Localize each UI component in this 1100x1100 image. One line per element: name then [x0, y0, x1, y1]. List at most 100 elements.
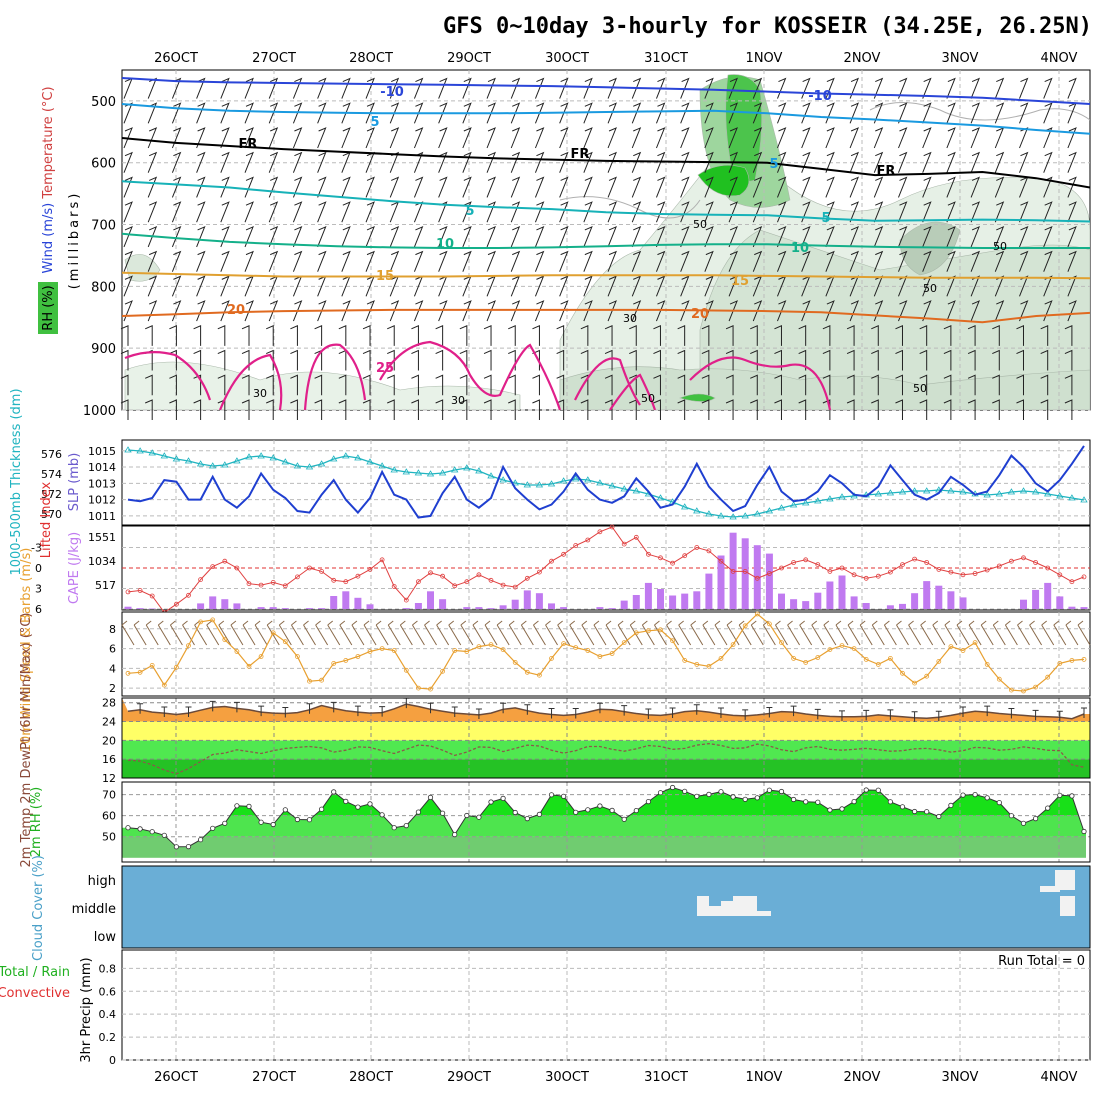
slp-tick: 1012 — [88, 494, 116, 507]
wind10m-barb — [230, 620, 244, 646]
wind-speed-point — [1033, 684, 1038, 690]
thickness-point — [632, 487, 641, 494]
wind-speed-point — [307, 678, 312, 684]
isotherm-line — [122, 180, 1090, 223]
wind-barb — [922, 77, 932, 99]
rh-point — [306, 817, 313, 823]
wind-barb — [677, 325, 686, 346]
wind-barb — [1043, 102, 1053, 124]
rh-point — [790, 796, 797, 803]
wind-barb — [244, 127, 254, 149]
wind-barb — [314, 325, 323, 346]
rh-contour-label: 30 — [451, 394, 465, 407]
cape-bar — [414, 603, 422, 609]
wind-barb — [583, 201, 593, 223]
thickness-point — [450, 466, 459, 473]
cape-bar — [523, 590, 531, 609]
wind-speed-point — [500, 647, 506, 652]
wind-speed-point — [403, 667, 409, 673]
wind-speed-point — [149, 663, 155, 668]
wind-barb — [244, 300, 254, 322]
wind-barb — [462, 127, 472, 149]
wind-barb — [486, 102, 496, 124]
rh-point — [185, 843, 192, 850]
wind10m-barb — [871, 620, 885, 646]
minmax-bar — [911, 711, 918, 722]
cape-bar — [354, 597, 362, 609]
wind10m-barb — [169, 620, 183, 646]
wind-barb — [604, 349, 613, 371]
wind-speed-point — [779, 640, 784, 645]
cape-bar — [221, 599, 229, 609]
minmax-bar — [717, 707, 724, 718]
rh-point — [887, 799, 894, 805]
precip-panel: 0 0.2 0.4 0.6 0.8 3hr Precip (mm) Total / Rain… — [0, 949, 1091, 1067]
li-point — [173, 601, 179, 607]
wind-speed-point — [633, 630, 639, 636]
thickness-point — [717, 512, 725, 519]
isotherm-line — [122, 308, 1090, 324]
thickness-point — [208, 462, 217, 469]
wind-barb — [774, 399, 782, 420]
wind-barb — [413, 77, 424, 99]
thickness-point — [656, 494, 665, 501]
li-point — [682, 553, 688, 559]
li-point — [633, 534, 639, 540]
rh-band — [122, 815, 1090, 837]
wind-barb — [220, 127, 230, 149]
isotherm-label: FR — [239, 137, 258, 152]
wind-barb — [970, 127, 981, 149]
wind-barb — [341, 225, 351, 248]
wind-barb — [680, 201, 690, 223]
wind-barb — [559, 151, 569, 173]
wind-barb — [825, 127, 835, 149]
wind-barb — [1067, 250, 1077, 272]
wind-barb — [268, 201, 279, 223]
wind-barb — [508, 374, 516, 396]
wind-barb — [946, 102, 956, 124]
wind-barb — [631, 201, 642, 223]
wind-barb — [798, 374, 807, 396]
thickness-point — [693, 507, 701, 514]
wind10m-barb — [508, 620, 522, 646]
wind-barb — [992, 325, 1000, 346]
wind-barb — [752, 300, 763, 322]
wind-barb — [268, 300, 279, 322]
precip-tick: 0.4 — [99, 1008, 117, 1021]
wind-barb — [655, 102, 666, 124]
rh-shading — [124, 74, 1090, 410]
wind-speed-point — [537, 672, 542, 678]
wind-barb — [193, 349, 202, 371]
precip-legend-convective: Convective — [0, 986, 70, 1001]
wind-barb — [317, 176, 327, 198]
wind-tick: 4 — [109, 662, 116, 675]
cloud-block — [697, 896, 709, 916]
wind-barb — [171, 102, 182, 124]
wind-barb — [898, 102, 908, 124]
thickness-point — [947, 487, 955, 494]
wind-barb — [411, 399, 419, 420]
wind-barb — [801, 176, 811, 198]
cape-bar — [233, 603, 241, 609]
rh-contour-line — [869, 102, 1090, 121]
rh-point — [439, 810, 446, 816]
wind-barb — [922, 127, 932, 149]
thickness-point — [959, 488, 967, 495]
wind-barb — [752, 176, 763, 198]
wind-barb — [365, 225, 375, 248]
date-tick-bottom: 28OCT — [349, 1070, 393, 1085]
wind-barb — [510, 250, 521, 272]
isotherm-label: 5 — [769, 157, 778, 172]
li-point — [779, 565, 784, 571]
rh-point — [1008, 813, 1015, 819]
temp-band — [122, 740, 1090, 760]
wind-speed-point — [270, 630, 276, 636]
thickness-point — [983, 491, 991, 498]
wind-barb — [314, 374, 323, 396]
li-point — [198, 577, 204, 582]
wind-barb — [1040, 325, 1049, 346]
wind-barb — [120, 399, 129, 420]
temp-tick: 16 — [102, 753, 116, 766]
thickness-point — [559, 477, 568, 484]
wind-barb — [1043, 225, 1053, 248]
